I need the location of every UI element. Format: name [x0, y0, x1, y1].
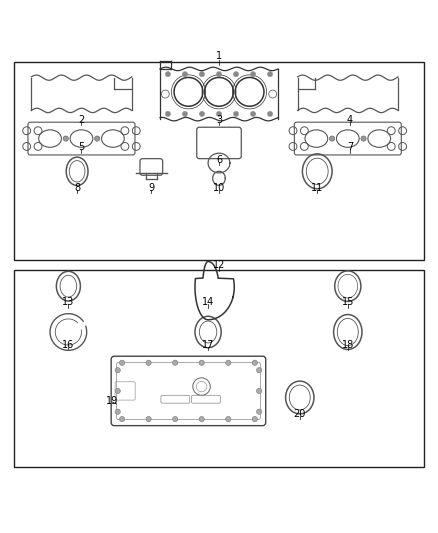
Circle shape — [165, 71, 170, 77]
Circle shape — [361, 136, 366, 141]
Text: 7: 7 — [347, 142, 353, 152]
Circle shape — [233, 71, 239, 77]
Circle shape — [257, 368, 262, 373]
Circle shape — [173, 416, 178, 422]
Text: 16: 16 — [62, 340, 74, 350]
Circle shape — [216, 71, 222, 77]
Circle shape — [216, 111, 222, 117]
Text: 3: 3 — [216, 115, 222, 125]
Text: 13: 13 — [62, 297, 74, 308]
Circle shape — [146, 360, 151, 366]
Circle shape — [115, 389, 120, 393]
Text: 20: 20 — [293, 409, 306, 419]
Circle shape — [199, 71, 205, 77]
Circle shape — [252, 416, 258, 422]
Circle shape — [268, 111, 273, 117]
Circle shape — [63, 136, 68, 141]
Bar — [14, 270, 424, 467]
Circle shape — [173, 360, 178, 366]
Circle shape — [199, 111, 205, 117]
Circle shape — [165, 111, 170, 117]
Text: 18: 18 — [342, 340, 354, 350]
Text: 17: 17 — [202, 340, 214, 350]
Text: 1: 1 — [216, 51, 222, 61]
Circle shape — [268, 71, 273, 77]
Text: 2: 2 — [78, 115, 85, 125]
Text: 5: 5 — [78, 142, 85, 152]
Text: 14: 14 — [202, 297, 214, 308]
Text: 12: 12 — [213, 260, 225, 270]
Text: 4: 4 — [347, 115, 353, 125]
Circle shape — [95, 136, 100, 141]
Text: 15: 15 — [342, 297, 354, 308]
Circle shape — [233, 111, 239, 117]
Bar — [14, 62, 424, 260]
Circle shape — [182, 71, 187, 77]
Circle shape — [329, 136, 335, 141]
Text: 6: 6 — [216, 155, 222, 165]
Circle shape — [251, 111, 256, 117]
Circle shape — [226, 360, 231, 366]
Text: 10: 10 — [213, 183, 225, 193]
Circle shape — [199, 360, 205, 366]
Circle shape — [251, 71, 256, 77]
Circle shape — [115, 409, 120, 414]
Circle shape — [120, 416, 125, 422]
Circle shape — [257, 409, 262, 414]
Circle shape — [252, 360, 258, 366]
Circle shape — [120, 360, 125, 366]
Text: 9: 9 — [148, 183, 154, 193]
Text: 19: 19 — [106, 396, 118, 406]
Text: 8: 8 — [74, 183, 80, 193]
Circle shape — [257, 389, 262, 393]
Circle shape — [226, 416, 231, 422]
Circle shape — [115, 368, 120, 373]
Circle shape — [182, 111, 187, 117]
Circle shape — [146, 416, 151, 422]
Circle shape — [199, 416, 205, 422]
Text: 11: 11 — [311, 183, 323, 193]
